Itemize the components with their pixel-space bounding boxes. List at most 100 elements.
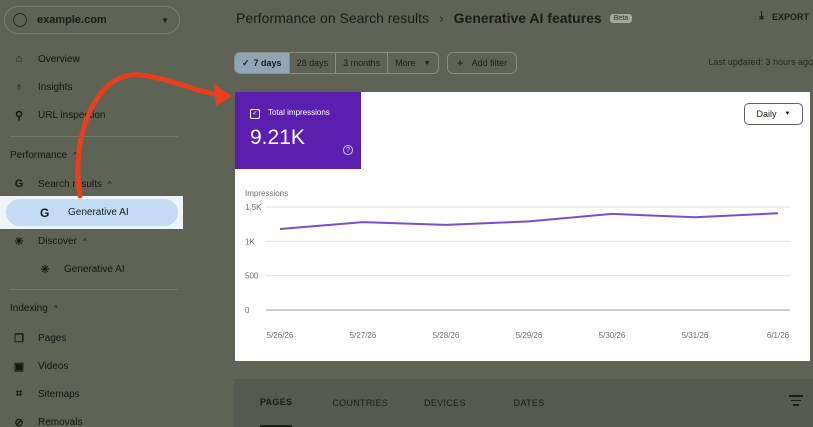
download-icon: ⤓ [759, 10, 764, 22]
x-tick-label: 5/28/26 [433, 331, 460, 340]
sitemap-icon: ⌗ [15, 387, 23, 400]
tab-dates[interactable]: DATES [513, 398, 545, 408]
breadcrumb: Performance on Search results › Generati… [236, 8, 633, 28]
range-more[interactable]: More ▼ [388, 53, 437, 73]
y-tick-label: 500 [245, 272, 259, 281]
series-line-impressions [279, 212, 779, 230]
sidebar-item-label: Sitemaps [38, 388, 80, 400]
filter-icon[interactable] [789, 395, 803, 409]
plus-icon: + [456, 56, 464, 70]
sidebar-item-label: Generative AI [64, 263, 125, 275]
tab-pages[interactable]: PAGES [260, 379, 293, 427]
range-7-days[interactable]: ✓ 7 days [235, 53, 290, 73]
sidebar-item-label: Search results [38, 178, 102, 190]
metric-value: 9.21K [250, 126, 305, 149]
sidebar-item-label: Pages [38, 332, 67, 344]
sidebar-item-label: Generative AI [68, 207, 129, 218]
section-label: Indexing [10, 303, 48, 314]
impressions-chart: Impressions 1.5K 1K 500 0 5/26/26 5/27/26 5/28/… [245, 189, 790, 340]
granularity-dropdown[interactable]: Daily ▼ [744, 103, 803, 125]
home-icon: ⌂ [15, 53, 23, 65]
search-icon: ⚲ [14, 109, 24, 122]
asterisk-icon: ✳ [40, 263, 50, 276]
metric-card-total-impressions[interactable]: ✓ Total impressions 9.21K ? [235, 92, 361, 169]
lightbulb-icon: ♁ [14, 81, 24, 93]
y-axis-label: Impressions [245, 189, 288, 198]
x-tick-label: 5/29/26 [516, 331, 543, 340]
tab-countries[interactable]: COUNTRIES [332, 398, 389, 408]
tab-bar: PAGES COUNTRIES DEVICES DATES [234, 379, 813, 427]
sidebar: example.com ▼ ⌂ Overview ♁ Insights ⚲ UR… [0, 0, 190, 427]
export-label: EXPORT [771, 11, 809, 22]
section-label: Performance [10, 150, 68, 161]
sidebar-item-label: URL inspection [38, 109, 106, 121]
divider [10, 289, 178, 290]
sidebar-item-label: Insights [38, 81, 73, 93]
chart-card: ✓ Total impressions 9.21K ? Daily ▼ Impr… [235, 92, 810, 361]
breadcrumb-parent[interactable]: Performance on Search results [236, 10, 429, 26]
export-button[interactable]: ⤓ EXPORT [759, 10, 809, 23]
sidebar-item-label: Videos [38, 360, 69, 372]
sidebar-item-discover[interactable]: ✳ Discover ^ [12, 229, 87, 253]
chevron-up-icon: ^ [107, 179, 112, 189]
section-indexing[interactable]: Indexing ^ [10, 303, 58, 314]
removal-icon: ⊘ [14, 416, 24, 427]
sidebar-item-overview[interactable]: ⌂ Overview [12, 47, 80, 71]
sidebar-item-generative-ai-search[interactable]: G Generative AI [6, 199, 178, 226]
sidebar-item-sitemaps[interactable]: ⌗ Sitemaps [12, 382, 80, 406]
asterisk-icon: ✳ [14, 235, 24, 248]
sidebar-item-insights[interactable]: ♁ Insights [12, 75, 73, 99]
range-label: 3 months [343, 58, 381, 68]
granularity-value: Daily [756, 109, 777, 119]
range-28-days[interactable]: 28 days [290, 53, 337, 73]
sidebar-item-pages[interactable]: ❐ Pages [12, 326, 66, 350]
caret-down-icon: ▼ [784, 111, 791, 117]
range-label: 7 days [253, 58, 282, 68]
x-tick-label: 5/30/26 [599, 331, 626, 340]
sidebar-item-videos[interactable]: ▣ Videos [12, 354, 69, 378]
help-icon[interactable]: ? [343, 145, 353, 155]
x-tick-label: 5/26/26 [267, 331, 294, 340]
x-tick-label: 5/31/26 [682, 331, 709, 340]
x-tick-label: 6/1/26 [767, 331, 790, 340]
range-label: More [395, 58, 416, 68]
x-tick-label: 5/27/26 [350, 331, 377, 340]
google-icon: G [40, 205, 50, 220]
page-title: Generative AI features [453, 10, 602, 26]
sidebar-item-generative-ai-discover[interactable]: ✳ Generative AI [38, 257, 125, 281]
video-icon: ▣ [13, 360, 25, 373]
y-tick-label: 0 [245, 306, 250, 315]
sidebar-item-url-inspection[interactable]: ⚲ URL inspection [12, 103, 105, 127]
add-filter-label: Add filter [471, 58, 508, 68]
property-name: example.com [37, 14, 107, 26]
chevron-up-icon: ^ [53, 304, 58, 313]
range-3-months[interactable]: 3 months [336, 53, 389, 73]
check-icon: ✓ [242, 57, 250, 68]
caret-down-icon: ▼ [423, 59, 431, 67]
chevron-right-icon: › [438, 10, 444, 26]
sidebar-item-label: Discover [38, 235, 77, 247]
caret-down-icon: ▼ [161, 15, 169, 25]
checkbox-icon[interactable]: ✓ [250, 109, 260, 119]
sidebar-item-search-results[interactable]: G Search results ^ [12, 172, 112, 196]
chevron-up-icon: ^ [73, 151, 78, 160]
last-updated: Last updated: 3 hours ago [708, 57, 813, 67]
google-icon: G [14, 178, 24, 190]
highlight-box: G Generative AI [0, 196, 183, 229]
tab-devices[interactable]: DEVICES [424, 398, 466, 408]
range-label: 28 days [296, 58, 329, 68]
metric-label: Total impressions [268, 108, 330, 117]
chevron-up-icon: ^ [82, 236, 87, 246]
globe-icon [13, 13, 27, 27]
sidebar-item-label: Overview [38, 53, 80, 65]
y-tick-label: 1K [245, 237, 255, 246]
sidebar-item-label: Removals [38, 416, 83, 427]
filter-bar: ✓ 7 days 28 days 3 months More ▼ + Add f… [234, 52, 518, 74]
y-tick-label: 1.5K [245, 203, 262, 212]
section-performance[interactable]: Performance ^ [10, 150, 77, 161]
divider [10, 136, 178, 137]
date-range-selector: ✓ 7 days 28 days 3 months More ▼ [234, 52, 439, 74]
sidebar-item-removals[interactable]: ⊘ Removals [12, 410, 82, 427]
property-selector[interactable]: example.com ▼ [4, 6, 180, 34]
add-filter-button[interactable]: + Add filter [446, 52, 518, 74]
